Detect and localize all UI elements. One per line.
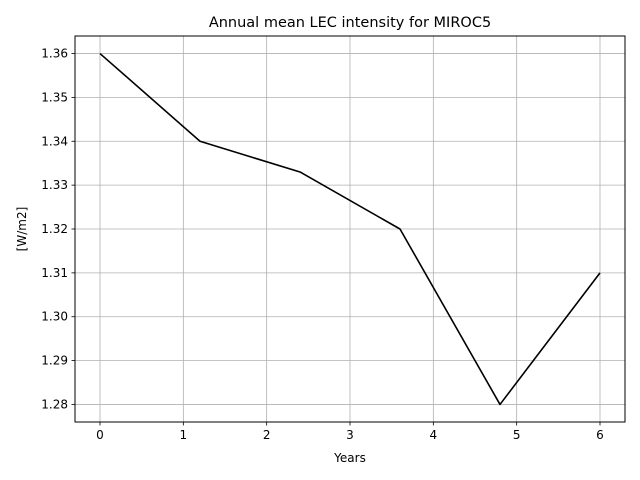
x-tick-label: 1: [180, 428, 188, 442]
y-tick-label: 1.36: [41, 47, 68, 61]
y-tick-label: 1.33: [41, 178, 68, 192]
x-tick-label: 0: [96, 428, 104, 442]
x-axis-label: Years: [333, 451, 366, 465]
x-tick-label: 6: [596, 428, 604, 442]
y-tick-label: 1.32: [41, 222, 68, 236]
grid: [75, 36, 625, 422]
x-tick-label: 3: [346, 428, 354, 442]
x-tick-label: 2: [263, 428, 271, 442]
y-tick-label: 1.35: [41, 90, 68, 104]
series-line-0: [99, 52, 601, 406]
y-tick-label: 1.31: [41, 266, 68, 280]
axis-ticks: 0 1 2 3 4 5 6 1.28 1.29 1.30 1.31 1.32 1.33 1.34 1.35 1…: [41, 47, 604, 442]
chart-title: Annual mean LEC intensity for MIROC5: [209, 15, 491, 31]
x-tick-label: 4: [430, 428, 438, 442]
x-tick-label: 5: [513, 428, 521, 442]
y-tick-label: 1.28: [41, 397, 68, 411]
y-tick-label: 1.29: [41, 354, 68, 368]
series-group: [99, 52, 601, 406]
y-tick-label: 1.30: [41, 310, 68, 324]
y-axis-label: [W/m2]: [15, 207, 29, 252]
y-tick-label: 1.34: [41, 134, 68, 148]
